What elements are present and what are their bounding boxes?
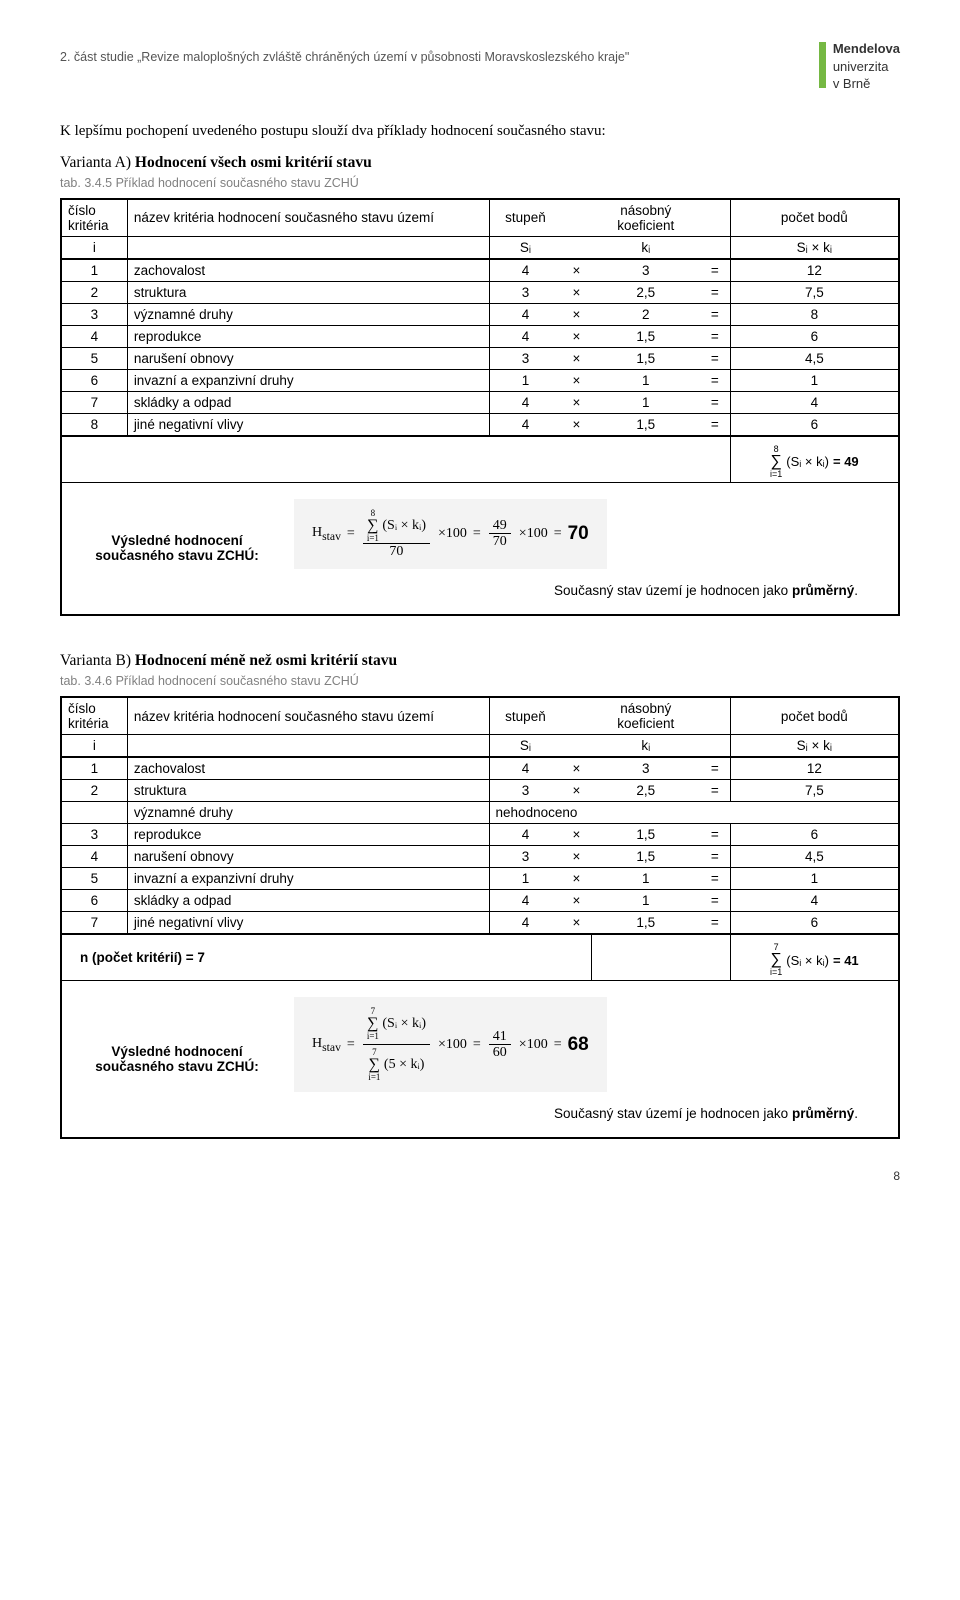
sum-cell-a: 8 ∑ i=1 (Sᵢ × kᵢ) = 49 <box>730 436 899 483</box>
col-koef: násobný koeficient <box>592 199 701 237</box>
table-row: 2struktura3×2,5=7,5 <box>61 780 899 802</box>
table-a: číslo kritéria název kritéria hodnocení … <box>60 198 900 616</box>
page-number: 8 <box>60 1169 900 1183</box>
variant-b-caption: tab. 3.4.6 Příklad hodnocení současného … <box>60 674 900 688</box>
intro-text: K lepšímu pochopení uvedeného postupu sl… <box>60 123 900 140</box>
table-b: číslo kritéria název kritéria hodnocení … <box>60 696 900 1139</box>
breadcrumb: 2. část studie „Revize maloplošných zvlá… <box>60 40 819 64</box>
formula-b: Hstav = 7 ∑ i=1 (Sᵢ × kᵢ) <box>294 997 607 1092</box>
table-row: 1zachovalost4×3=12 <box>61 757 899 780</box>
logo-line1: Mendelova <box>833 40 900 58</box>
col-cislo: číslo kritéria <box>61 199 127 237</box>
conclusion-b: Současný stav území je hodnocen jako prů… <box>294 1106 888 1121</box>
table-row: 4narušení obnovy3×1,5=4,5 <box>61 846 899 868</box>
result-label-a: Výsledné hodnocení současného stavu ZCHÚ… <box>72 533 282 563</box>
table-row: 3významné druhy4×2=8 <box>61 303 899 325</box>
table-row: 5invazní a expanzivní druhy1×1=1 <box>61 868 899 890</box>
variant-b-heading: Varianta B) Hodnocení méně než osmi krit… <box>60 652 900 670</box>
table-row: 7skládky a odpad4×1=4 <box>61 391 899 413</box>
sigma-icon: ∑ <box>770 454 781 470</box>
conclusion-a: Současný stav území je hodnocen jako prů… <box>294 583 888 598</box>
result-label-b: Výsledné hodnocení současného stavu ZCHÚ… <box>72 1044 282 1074</box>
table-row: 6skládky a odpad4×1=4 <box>61 890 899 912</box>
col-stupen: stupeň <box>489 199 561 237</box>
table-row: významné druhynehodnoceno <box>61 802 899 824</box>
col-body: počet bodů <box>730 199 899 237</box>
n-count-label: n (počet kritérií) = 7 <box>61 934 592 981</box>
table-row: 3reprodukce4×1,5=6 <box>61 824 899 846</box>
table-row: 7jiné negativní vlivy4×1,5=6 <box>61 912 899 935</box>
col-nazev: název kritéria hodnocení současného stav… <box>127 199 489 237</box>
logo-bar-icon <box>819 42 826 88</box>
logo-line2: univerzita <box>833 58 900 76</box>
table-row: 8jiné negativní vlivy4×1,5=6 <box>61 413 899 436</box>
logo-line3: v Brně <box>833 75 900 93</box>
sigma-icon: ∑ <box>770 952 781 968</box>
table-a-sum-row: 8 ∑ i=1 (Sᵢ × kᵢ) = 49 <box>61 436 899 483</box>
table-row: 1zachovalost4×3=12 <box>61 259 899 282</box>
sum-cell-b: 7 ∑ i=1 (Sᵢ × kᵢ) = 41 <box>730 934 899 981</box>
table-a-header1: číslo kritéria název kritéria hodnocení … <box>61 199 899 237</box>
table-row: 6invazní a expanzivní druhy1×1=1 <box>61 369 899 391</box>
table-a-header2: i Sᵢ kᵢ Sᵢ × kᵢ <box>61 236 899 259</box>
page-header: 2. část studie „Revize maloplošných zvlá… <box>60 40 900 93</box>
university-logo: Mendelova univerzita v Brně <box>819 40 900 93</box>
table-row: 5narušení obnovy3×1,5=4,5 <box>61 347 899 369</box>
variant-a-caption: tab. 3.4.5 Příklad hodnocení současného … <box>60 176 900 190</box>
formula-a: Hstav = 8 ∑ i=1 (Sᵢ × kᵢ) <box>294 499 607 569</box>
table-a-result-row: Výsledné hodnocení současného stavu ZCHÚ… <box>61 482 899 615</box>
variant-a-heading: Varianta A) Hodnocení všech osmi kritéri… <box>60 154 900 172</box>
table-row: 2struktura3×2,5=7,5 <box>61 281 899 303</box>
table-row: 4reprodukce4×1,5=6 <box>61 325 899 347</box>
